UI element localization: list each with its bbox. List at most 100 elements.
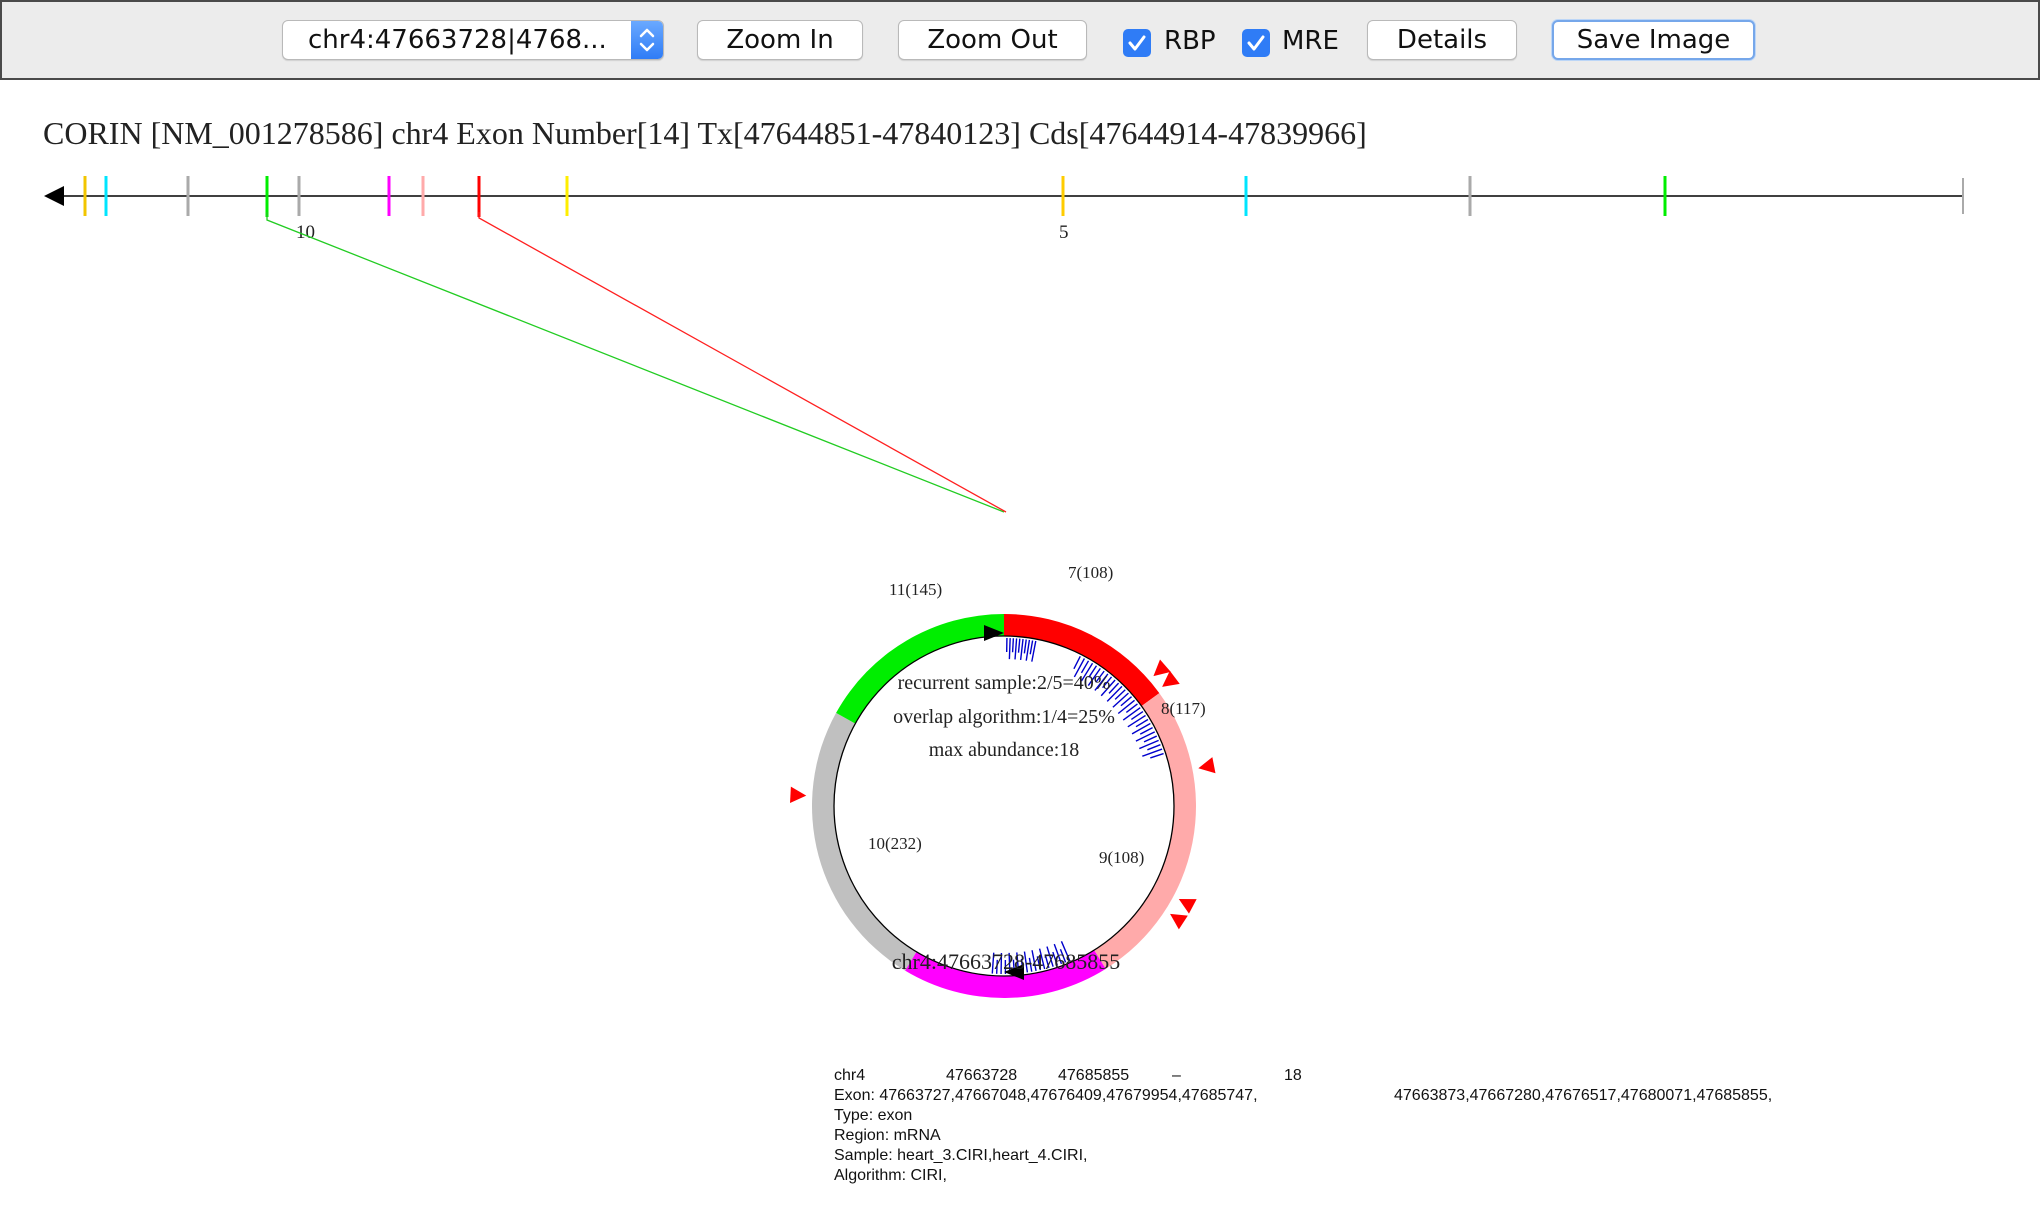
transcript-title: CORIN [NM_001278586] chr4 Exon Number[14… xyxy=(43,115,1367,151)
mre-tick xyxy=(1130,710,1144,721)
ruler-label-5: 5 xyxy=(1059,222,1069,243)
detail-score: 18 xyxy=(1284,1067,1302,1084)
mre-tick xyxy=(1106,685,1123,702)
mre-tick xyxy=(1114,689,1126,700)
mre-checkbox[interactable] xyxy=(1242,29,1270,57)
mre-tick xyxy=(1059,949,1067,963)
exon-ticks xyxy=(83,176,1667,217)
mre-tick xyxy=(1073,658,1086,678)
mre-tick xyxy=(1044,954,1050,969)
checkmark-icon xyxy=(1128,35,1146,51)
exon-label-11: 11(145) xyxy=(889,580,942,599)
rbp-marker xyxy=(1153,659,1171,677)
mre-tick xyxy=(1108,682,1120,694)
detail-end: 47685855 xyxy=(1058,1067,1130,1084)
mre-tick xyxy=(1031,950,1037,972)
exon-segment xyxy=(905,950,1106,998)
detail-strand: – xyxy=(1172,1067,1181,1084)
checkmark-icon xyxy=(1247,35,1265,51)
mre-tick xyxy=(1120,696,1133,707)
mre-tick xyxy=(1011,638,1015,653)
mre-tick xyxy=(1029,640,1034,655)
mre-tick xyxy=(1087,667,1101,686)
type-line: Type: exon xyxy=(834,1106,1934,1126)
mre-tick xyxy=(1036,956,1042,971)
mre-tick xyxy=(1008,638,1011,660)
algorithm-line: Algorithm: CIRI, xyxy=(834,1166,1934,1186)
mre-tick xyxy=(1131,722,1151,735)
mre-tick xyxy=(1127,714,1146,728)
zoom-out-button[interactable]: Zoom Out xyxy=(898,20,1087,60)
rbp-sites xyxy=(790,659,1216,930)
rbp-marker xyxy=(1170,913,1188,930)
max-abundance-text: max abundance:18 xyxy=(929,739,1080,761)
circrna-ring xyxy=(812,614,1197,998)
rbp-checkbox[interactable] xyxy=(1123,29,1151,57)
exon-segment xyxy=(836,614,1004,724)
mre-tick xyxy=(995,959,998,974)
mre-tick xyxy=(1102,676,1113,689)
detail-chrom: chr4 xyxy=(834,1067,866,1084)
detail-exon-ends: 47663873,47667280,47676517,47680071,4768… xyxy=(1394,1087,1773,1104)
mre-label[interactable]: MRE xyxy=(1282,26,1339,56)
inner-ring-line xyxy=(833,635,1175,977)
mre-tick xyxy=(1073,655,1081,670)
ring-end-arrow-icon xyxy=(1004,964,1024,980)
mre-tick xyxy=(1023,639,1027,654)
ring-start-arrow-icon xyxy=(984,625,1004,641)
detail-start: 47663728 xyxy=(946,1067,1018,1084)
mre-tick xyxy=(1025,639,1031,661)
detail-algorithm: Algorithm: CIRI, xyxy=(834,1167,947,1184)
bed-line: chr4 47663728 47685855 – 18 xyxy=(834,1066,1934,1086)
mre-tick xyxy=(1046,946,1054,967)
mre-tick xyxy=(1028,957,1033,972)
save-image-button[interactable]: Save Image xyxy=(1552,20,1755,60)
mre-tick xyxy=(1125,703,1138,714)
exon-label-7: 7(108) xyxy=(1068,563,1113,582)
rbp-marker xyxy=(1178,898,1197,914)
detail-sample: Sample: heart_3.CIRI,heart_4.CIRI, xyxy=(834,1147,1088,1164)
mre-tick xyxy=(1095,670,1105,683)
mre-tick xyxy=(1122,707,1141,721)
strand-arrow-icon xyxy=(44,186,64,206)
exon-segment xyxy=(812,712,917,971)
region-line: Region: mRNA xyxy=(834,1126,1934,1146)
exon-label-9: 9(108) xyxy=(1099,848,1144,867)
mre-tick xyxy=(1060,941,1071,961)
exon-segment xyxy=(1094,693,1197,969)
region-select[interactable]: chr4:47663728|4768... xyxy=(282,20,664,60)
mre-tick xyxy=(1023,951,1029,973)
mre-tick xyxy=(991,952,995,974)
mre-tick xyxy=(1017,638,1021,653)
sample-line: Sample: heart_3.CIRI,heart_4.CIRI, xyxy=(834,1146,1934,1166)
circ-start-connector xyxy=(266,212,1005,513)
detail-exon-starts: Exon: 47663727,47667048,47676409,4767995… xyxy=(834,1087,1258,1104)
rbp-label[interactable]: RBP xyxy=(1164,26,1216,56)
exon-label-10: 10(232) xyxy=(868,834,922,853)
mre-tick xyxy=(1038,948,1046,970)
mre-tick xyxy=(1053,943,1063,965)
mre-tick xyxy=(1112,692,1129,708)
detail-region: Region: mRNA xyxy=(834,1127,941,1144)
mre-tick xyxy=(1150,752,1164,759)
mre-sites xyxy=(991,638,1164,974)
zoom-in-button[interactable]: Zoom In xyxy=(697,20,863,60)
mre-tick xyxy=(1100,679,1116,697)
overlap-algorithm-text: overlap algorithm:1/4=25% xyxy=(893,706,1115,728)
visualization-canvas: CORIN [NM_001278586] chr4 Exon Number[14… xyxy=(0,80,2040,1214)
region-select-value: chr4:47663728|4768... xyxy=(308,25,607,55)
mre-tick xyxy=(1019,639,1024,661)
mre-tick xyxy=(1143,735,1158,743)
mre-tick xyxy=(1088,665,1098,678)
mre-tick xyxy=(1080,662,1094,682)
exon-segment xyxy=(1004,614,1160,707)
mre-tick xyxy=(1031,640,1037,662)
details-button[interactable]: Details xyxy=(1367,20,1517,60)
mre-tick xyxy=(1142,748,1163,757)
circrna-details: chr4 47663728 47685855 – 18 Exon: 476637… xyxy=(834,1066,1934,1186)
mre-tick xyxy=(1014,638,1018,660)
circ-coordinates: chr4:47663728-47685855 xyxy=(892,949,1121,974)
circrna-figure: CORIN [NM_001278586] chr4 Exon Number[14… xyxy=(43,115,1964,998)
transcript-track: 10 5 xyxy=(44,176,1964,243)
mre-tick xyxy=(1135,731,1156,742)
